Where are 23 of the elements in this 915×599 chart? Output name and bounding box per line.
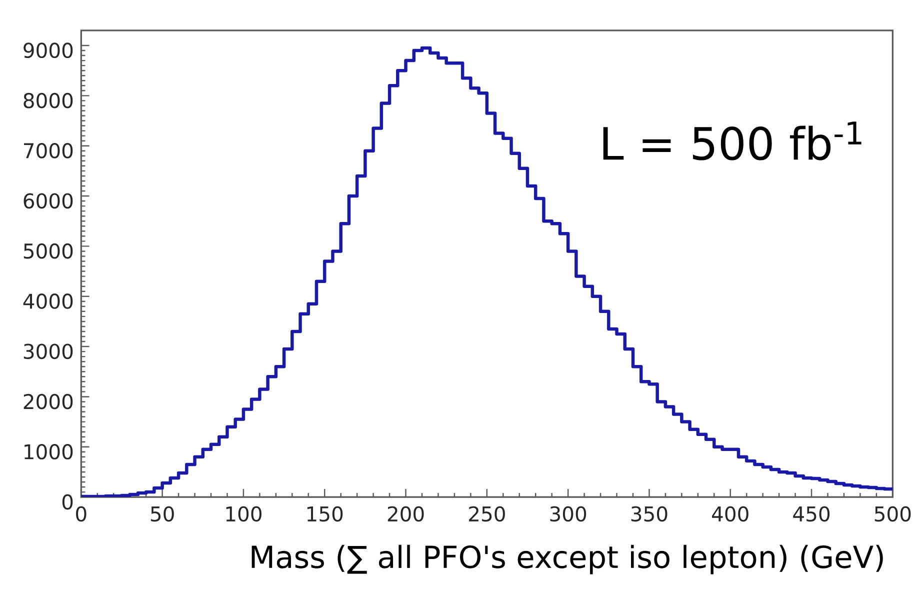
x-tick-label: 350 [631,506,668,522]
x-tick-label: 0 [76,506,86,522]
y-tick-label: 7000 [24,143,73,159]
y-tick-label: 5000 [24,244,73,259]
x-tick-label: 250 [469,506,505,522]
x-tick-label: 100 [226,506,262,522]
y-tick-label: 3000 [24,344,73,360]
x-tick-label: 400 [712,506,748,522]
annotation: L = 500 fb$^{-1}$ [603,122,862,161]
x-tick-label: 500 [874,506,911,522]
y-tick-label: 2000 [24,394,73,410]
y-tick-label: 0 [62,494,73,510]
x-tick-label: 200 [388,506,424,522]
x-tick-label: 50 [150,506,174,522]
x-tick-label: 450 [793,506,830,522]
y-tick-label: 8000 [24,93,73,108]
y-tick-label: 4000 [23,294,73,310]
y-tick-label: 9000 [24,42,73,58]
x-tick-label: 150 [307,506,343,522]
x-tick-label: 300 [550,506,586,522]
y-tick-label: 1000 [24,444,73,460]
x-axis-title: Mass (∑ all PFO's except iso lepton) (GeV) [252,545,883,575]
y-tick-label: 6000 [24,193,73,209]
